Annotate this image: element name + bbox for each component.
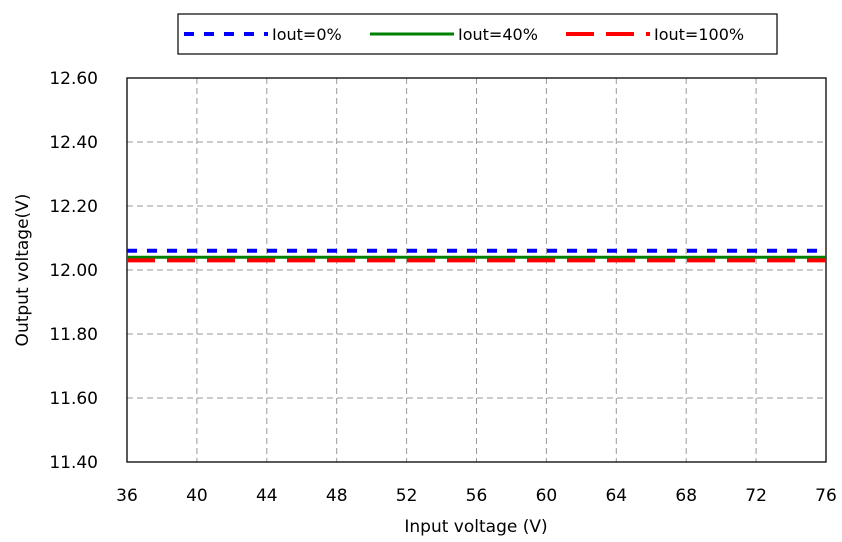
y-tick-label: 11.80 [49,325,98,345]
x-tick-label: 56 [466,486,488,506]
x-tick-label: 40 [186,486,208,506]
x-tick-label: 60 [536,486,558,506]
y-axis-title: Output voltage(V) [13,194,33,347]
x-tick-label: 68 [675,486,697,506]
legend-box [177,13,778,55]
x-tick-label: 44 [256,486,278,506]
y-tick-label: 11.40 [49,453,98,473]
y-tick-label: 12.20 [49,197,98,217]
legend-entries: Iout=0% Iout=40% Iout=100% [184,25,744,44]
y-tick-label: 12.00 [49,261,98,281]
y-tick-label: 11.60 [49,389,98,409]
x-tick-label: 48 [326,486,348,506]
y-tick-label: 12.60 [49,69,98,89]
legend-label: Iout=100% [654,25,744,44]
legend: Iout=0% Iout=40% Iout=100% [177,13,778,55]
x-axis-title: Input voltage (V) [404,517,547,537]
plot-area [126,77,827,463]
legend-label: Iout=40% [458,25,538,44]
x-tick-label: 76 [815,486,837,506]
x-tick-label: 36 [116,486,138,506]
y-tick-labels: 12.60 12.40 12.20 12.00 11.80 11.60 11.40 [49,69,98,473]
series-lines [127,248,826,263]
y-tick-label: 12.40 [49,133,98,153]
grid [127,78,826,462]
plot-frame [126,77,827,463]
x-tick-label: 72 [745,486,767,506]
legend-label: Iout=0% [272,25,342,44]
x-tick-labels: 36 40 44 48 52 56 60 64 68 72 76 [116,486,837,506]
x-tick-label: 64 [605,486,627,506]
x-tick-label: 52 [396,486,418,506]
